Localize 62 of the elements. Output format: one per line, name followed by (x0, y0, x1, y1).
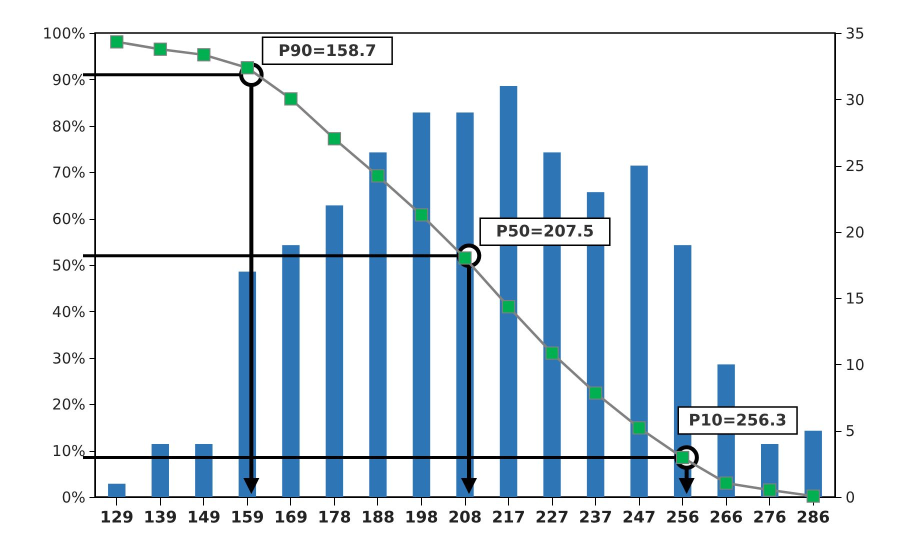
y-tick-label: 70% (52, 164, 86, 182)
point (632, 421, 646, 434)
y-tick-label: 60% (52, 210, 86, 228)
point (284, 92, 298, 106)
y-tick-label: 50% (52, 256, 86, 274)
x-tick-label: 159 (230, 508, 264, 526)
point (588, 386, 602, 400)
y2-tick-label: 0 (846, 488, 856, 506)
point (371, 169, 385, 183)
annotation: P10=256.3 (688, 410, 787, 430)
x-tick-label: 129 (100, 508, 134, 526)
y-tick-label: 10% (52, 442, 86, 460)
bar (369, 152, 387, 497)
y2-tick-label: 20 (846, 223, 865, 242)
bar (326, 205, 344, 497)
annotation: P90=158.7 (278, 40, 376, 60)
x-tick-label: 139 (144, 508, 177, 526)
point (414, 208, 428, 222)
y2-tick-label: 5 (846, 422, 856, 440)
bar (108, 484, 126, 497)
x-tick-label: 237 (578, 508, 612, 526)
y2-tick-label: 35 (846, 24, 865, 42)
x-tick-label: 178 (318, 508, 352, 526)
point (197, 48, 210, 62)
bar (152, 444, 169, 497)
bar (195, 444, 213, 497)
point (240, 61, 254, 74)
y-tick-label: 30% (52, 349, 86, 368)
point (110, 35, 124, 48)
x-tick-label: 286 (796, 508, 830, 526)
bar (282, 245, 300, 497)
point (545, 346, 559, 360)
y-tick-label: 90% (52, 70, 86, 89)
point (328, 132, 342, 146)
x-tick-label: 198 (404, 508, 438, 526)
y-tick-label: 40% (52, 302, 86, 321)
y2-tick-label: 30 (846, 90, 865, 109)
annotation: P50=207.5 (496, 222, 594, 241)
point (763, 483, 776, 497)
x-tick-label: 208 (448, 508, 482, 526)
x-tick-label: 217 (492, 508, 526, 526)
point (720, 476, 733, 490)
y2-tick-label: 10 (846, 356, 865, 374)
x-tick-label: 266 (709, 508, 743, 526)
y-tick-label: 80% (52, 117, 86, 136)
x-tick-label: 276 (753, 508, 786, 526)
y-tick-label: 0% (62, 488, 86, 506)
point (154, 42, 167, 56)
y2-tick-label: 15 (846, 290, 865, 308)
x-tick-label: 227 (535, 508, 569, 526)
point (806, 489, 820, 503)
x-tick-label: 188 (361, 508, 395, 526)
x-tick-label: 149 (187, 508, 221, 526)
x-tick-label: 256 (666, 508, 700, 526)
x-tick-label: 169 (274, 508, 308, 526)
bar (412, 112, 430, 497)
y-tick-label: 20% (52, 396, 86, 414)
x-tick-label: 247 (622, 508, 656, 526)
y-tick-label: 100% (42, 24, 86, 42)
point (502, 300, 516, 314)
y2-tick-label: 25 (846, 157, 865, 176)
bar (630, 166, 648, 497)
